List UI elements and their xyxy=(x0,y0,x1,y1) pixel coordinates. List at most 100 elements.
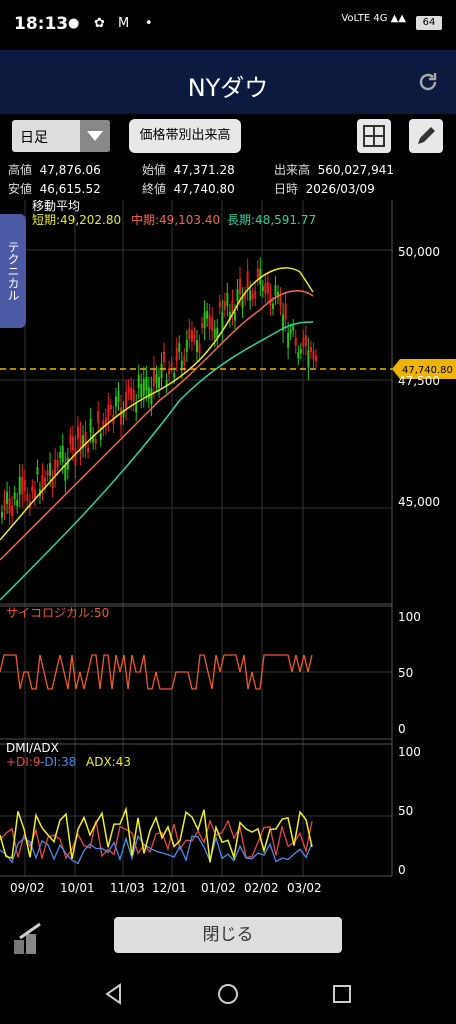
candle-body xyxy=(218,301,221,308)
ma-long-line xyxy=(0,321,314,601)
current-price-label: 47,740.80 xyxy=(402,365,453,376)
candle-body xyxy=(127,386,130,393)
x-tick: 02/02 xyxy=(244,881,279,895)
candle-body xyxy=(132,389,135,402)
candle-body xyxy=(99,433,102,440)
candle-body xyxy=(16,500,19,507)
candle-body xyxy=(284,303,287,320)
candle-body xyxy=(304,335,307,347)
layout-grid-button[interactable] xyxy=(357,119,391,153)
line-icon: ● xyxy=(68,16,80,31)
candle-body xyxy=(41,474,44,490)
candle-body xyxy=(170,362,173,367)
candle-body xyxy=(18,476,21,495)
app-icon: ✿ xyxy=(94,16,105,31)
candle-body xyxy=(64,464,67,481)
candle-body xyxy=(279,296,282,307)
x-tick: 12/01 xyxy=(152,881,187,895)
candle-body xyxy=(309,347,312,353)
candle-body xyxy=(87,447,90,453)
candle-body xyxy=(180,360,183,371)
candle-body xyxy=(173,372,176,378)
ma-long-label: 長期:48,591.77 xyxy=(227,213,316,227)
candle-body xyxy=(231,300,234,315)
candle-body xyxy=(236,289,239,302)
candle-body xyxy=(312,350,315,360)
candle-body xyxy=(198,343,201,354)
recents-icon[interactable] xyxy=(330,982,354,1006)
technical-tab[interactable]: テクニカル xyxy=(0,214,26,328)
x-tick: 03/02 xyxy=(287,881,322,895)
candle-body xyxy=(228,312,231,320)
candle-body xyxy=(190,330,193,342)
candle-body xyxy=(59,452,62,459)
refresh-icon[interactable] xyxy=(416,70,440,94)
psy-tick: 0 xyxy=(398,722,406,736)
candle-body xyxy=(244,293,247,299)
candle-body xyxy=(82,435,85,448)
close-button[interactable]: 閉じる xyxy=(114,917,342,953)
candle-body xyxy=(33,489,36,499)
info-open: 始値 47,371.28 xyxy=(142,163,235,177)
period-select[interactable]: 日足 xyxy=(12,120,110,152)
x-tick: 10/01 xyxy=(60,881,95,895)
candle-body xyxy=(241,296,244,309)
candle-body xyxy=(216,327,219,338)
status-bar: 18:13 ● ✿ M • VoLTE 4G ▲▲ 64 xyxy=(0,0,456,50)
dmi-minus-line xyxy=(0,834,313,865)
candle-body xyxy=(206,310,209,319)
dmi-tick: 0 xyxy=(398,863,406,877)
candle-body xyxy=(203,312,206,329)
chevron-down-icon xyxy=(80,120,110,152)
candle-body xyxy=(223,301,226,310)
price-tick: 47,500 xyxy=(398,374,440,388)
draw-button[interactable] xyxy=(409,119,443,153)
dmi-lines xyxy=(0,806,313,865)
dmi-title: DMI/ADX xyxy=(6,741,59,755)
candle-body xyxy=(135,402,138,413)
candle-body xyxy=(66,457,69,470)
candle-body xyxy=(51,478,54,489)
pencil-icon xyxy=(418,127,435,144)
candle-body xyxy=(114,396,117,407)
price-volume-button[interactable]: 価格帯別出来高 xyxy=(129,119,241,153)
candle-body xyxy=(125,391,128,409)
candle-body xyxy=(69,435,72,445)
candle-body xyxy=(264,282,267,294)
candle-body xyxy=(239,278,242,295)
candle-body xyxy=(11,505,14,517)
candle-body xyxy=(188,328,191,339)
back-icon[interactable] xyxy=(102,982,126,1006)
candle-body xyxy=(160,364,163,379)
chart-tool-icon[interactable] xyxy=(12,920,48,956)
ma-mid-line xyxy=(0,289,314,561)
candle-body xyxy=(277,291,280,298)
candle-body xyxy=(8,498,11,514)
candle-body xyxy=(201,323,204,328)
candle-body xyxy=(84,432,87,448)
battery-icon: 64 xyxy=(416,16,442,30)
chart-grid xyxy=(0,200,393,877)
candle-body xyxy=(26,494,29,501)
home-icon[interactable] xyxy=(216,982,240,1006)
page-title: NYダウ xyxy=(187,74,269,102)
candle-body xyxy=(31,486,34,493)
info-date: 日時 2026/03/09 xyxy=(274,182,375,196)
price-tick: 50,000 xyxy=(398,245,440,259)
candle-body xyxy=(56,459,59,468)
app-header: NYダウ xyxy=(0,50,456,114)
grid-icon xyxy=(363,125,385,147)
info-high: 高値 47,876.06 xyxy=(8,163,101,177)
price-chart[interactable]: 47,740.80 50,000 47,500 45,000 移動平均 短期:4… xyxy=(0,200,456,900)
candle-body xyxy=(193,333,196,339)
candle-body xyxy=(266,282,269,294)
psychological-line xyxy=(0,654,313,690)
adx-line xyxy=(0,806,313,863)
candlesticks xyxy=(1,257,317,526)
candle-body xyxy=(178,343,181,352)
dmi-tick: 100 xyxy=(398,745,421,759)
candle-body xyxy=(71,436,74,451)
candle-body xyxy=(289,329,292,334)
candle-body xyxy=(89,418,92,433)
candle-body xyxy=(97,410,100,423)
